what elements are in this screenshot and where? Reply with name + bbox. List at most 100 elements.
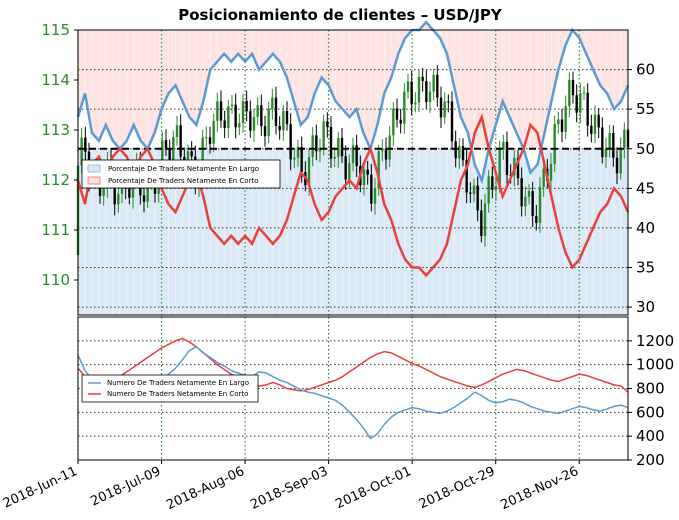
price-tick-label: 114	[41, 71, 70, 89]
percent-tick-label: 35	[636, 259, 655, 277]
legend-short-label: Porcentaje De Traders Netamente En Corto	[108, 177, 259, 185]
candle-body	[432, 74, 435, 92]
candle-body	[172, 137, 175, 162]
candle-body	[205, 137, 208, 139]
candle-body	[601, 127, 604, 158]
candle-body	[300, 146, 303, 172]
candle-body	[568, 79, 571, 107]
candle-body	[542, 168, 545, 187]
candle-body	[608, 133, 611, 149]
candle-body	[428, 91, 432, 102]
candle-body	[212, 120, 215, 144]
candle-body	[491, 176, 494, 190]
price-tick-label: 115	[41, 21, 70, 39]
candle-body	[113, 175, 116, 205]
candle-body	[597, 114, 600, 128]
candle-body	[373, 188, 377, 204]
candle-body	[238, 122, 241, 128]
candle-body	[524, 196, 527, 207]
candle-body	[487, 176, 490, 204]
candle-body	[175, 125, 179, 138]
candle-body	[520, 178, 523, 207]
candle-body	[285, 110, 289, 125]
net-short-traders-line	[77, 337, 629, 393]
candle-body	[234, 104, 237, 128]
candle-body	[494, 186, 498, 190]
price-tick-label: 111	[41, 221, 70, 239]
candle-body	[296, 146, 300, 158]
candle-body	[593, 114, 597, 134]
candle-body	[410, 81, 413, 105]
candle-body	[245, 100, 248, 112]
candle-body	[355, 145, 358, 167]
candle-body	[582, 92, 586, 94]
candle-body	[256, 105, 259, 118]
candle-body	[344, 156, 347, 180]
candle-body	[230, 104, 234, 107]
traders-panel-legend: Numero De Traders Netamente En Largo Num…	[81, 374, 259, 403]
candle-body	[351, 145, 355, 164]
candle-body	[612, 133, 615, 158]
date-tick-label: 2018-Aug-06	[164, 464, 247, 513]
candle-body	[579, 93, 582, 113]
candle-body	[326, 121, 329, 128]
candle-body	[384, 148, 388, 160]
candle-body	[447, 101, 450, 103]
percent-tick-label: 60	[636, 61, 655, 79]
candle-body	[531, 191, 534, 216]
candle-body	[604, 148, 608, 158]
percent-axis-ticks: 30 35 40 45 50 55 60	[628, 61, 655, 316]
candle-body	[84, 137, 87, 152]
traders-tick-label: 1000	[636, 356, 674, 374]
candle-body	[454, 141, 457, 159]
percent-tick-label: 50	[636, 140, 655, 158]
candle-body	[516, 158, 520, 179]
candle-body	[282, 110, 285, 131]
candle-body	[311, 135, 314, 158]
candle-body	[388, 135, 391, 160]
candle-body	[571, 79, 575, 96]
candle-body	[436, 74, 439, 98]
candle-body	[102, 187, 105, 196]
candle-body	[142, 195, 146, 202]
price-panel-legend: Porcentaje De Traders Netamente En Largo…	[81, 159, 281, 189]
price-tick-label: 113	[41, 121, 70, 139]
traders-tick-label: 1200	[636, 332, 674, 350]
candle-body	[527, 191, 531, 197]
candle-body	[590, 125, 593, 134]
candle-body	[315, 135, 318, 152]
candle-body	[329, 127, 333, 159]
candle-body	[227, 106, 230, 129]
candle-body	[461, 146, 465, 161]
traders-panel: 200 400 600 800 1000 1200 Numero De Traders N…	[77, 316, 674, 469]
candle-body	[480, 210, 483, 236]
price-candles	[76, 65, 630, 266]
price-tick-label: 110	[41, 271, 70, 289]
candle-body	[219, 101, 223, 121]
candle-body	[80, 137, 83, 166]
candle-body	[557, 119, 560, 125]
percent-tick-label: 45	[636, 179, 655, 197]
traders-tick-label: 200	[636, 451, 665, 469]
candle-body	[421, 76, 424, 82]
candle-body	[216, 101, 219, 121]
candle-body	[392, 108, 395, 136]
candle-body	[362, 169, 366, 186]
date-axis-ticks: 2018-Jun-11 2018-Jul-09 2018-Aug-06 2018-Se…	[1, 460, 581, 513]
candle-body	[498, 149, 501, 187]
candle-body	[425, 81, 428, 102]
candle-body	[443, 101, 446, 118]
date-tick-label: 2018-Oct-01	[333, 464, 414, 512]
legend-short-traders-label: Numero De Traders Netamente En Corto	[107, 390, 248, 398]
traders-tick-label: 600	[636, 403, 665, 421]
candle-body	[260, 105, 263, 127]
candle-body	[307, 157, 311, 186]
candle-body	[201, 137, 204, 173]
candle-body	[575, 95, 578, 113]
candle-body	[417, 76, 421, 103]
legend-long-traders-label: Numero De Traders Netamente En Largo	[107, 379, 249, 387]
candle-body	[168, 149, 171, 162]
candle-body	[208, 137, 212, 144]
candle-body	[293, 157, 296, 160]
